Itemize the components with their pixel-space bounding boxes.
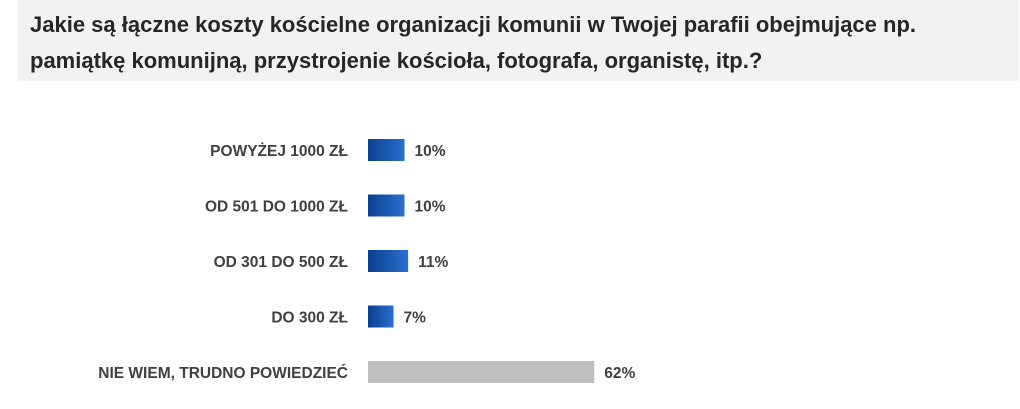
bar	[368, 139, 405, 161]
value-label: 10%	[415, 143, 446, 160]
bars-group: POWYŻEJ 1000 ZŁ 10% OD 501 DO 1000 ZŁ 10% OD…	[98, 139, 636, 383]
bar	[368, 361, 595, 383]
chart-title: Jakie są łączne koszty kościelne organiz…	[30, 12, 917, 73]
bar	[368, 250, 409, 272]
category-label: POWYŻEJ 1000 ZŁ	[210, 143, 348, 160]
value-label: 7%	[404, 310, 427, 327]
category-label: NIE WIEM, TRUDNO POWIEDZIEĆ	[98, 364, 348, 382]
category-label: DO 300 ZŁ	[271, 310, 348, 327]
value-label: 11%	[418, 254, 448, 271]
category-label: OD 501 DO 1000 ZŁ	[205, 199, 348, 216]
title-box: Jakie są łączne koszty kościelne organiz…	[18, 0, 1019, 81]
category-label: OD 301 DO 500 ZŁ	[214, 254, 348, 271]
bar	[368, 194, 405, 217]
value-label: 10%	[415, 199, 446, 216]
bar	[368, 305, 394, 328]
value-label: 62%	[604, 365, 635, 382]
